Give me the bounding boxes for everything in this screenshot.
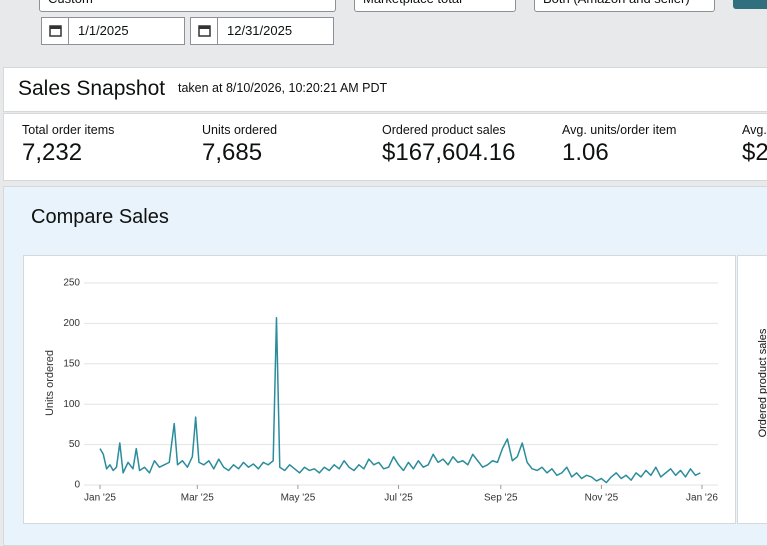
calendar-icon xyxy=(49,18,69,44)
y-tick-label: 150 xyxy=(63,358,80,369)
metric-value: 7,685 xyxy=(202,139,263,166)
metric-label: Avg. xyxy=(742,123,767,137)
y-tick-label: 0 xyxy=(74,480,80,491)
snapshot-header xyxy=(3,67,767,112)
start-date-input[interactable]: 1/1/2025 xyxy=(41,17,185,45)
apply-button[interactable] xyxy=(733,0,767,9)
metric-value: 1.06 xyxy=(562,139,609,166)
calendar-icon xyxy=(198,18,218,44)
metric-label: Ordered product sales xyxy=(382,123,506,137)
metric-value: $2 xyxy=(742,139,767,166)
y-axis-label: Units ordered xyxy=(44,350,56,416)
snapshot-time: taken at 8/10/2026, 10:20:21 AM PDT xyxy=(178,81,388,95)
date-range-dropdown[interactable]: Custom xyxy=(39,0,336,12)
x-tick-label: Jan '26 xyxy=(686,493,718,504)
metric-label: Total order items xyxy=(22,123,115,137)
fulfillment-dropdown[interactable]: Both (Amazon and seller) xyxy=(534,0,715,12)
chart-card xyxy=(23,255,736,524)
metric-value: $167,604.16 xyxy=(382,139,516,166)
metrics-panel xyxy=(3,113,767,181)
metric-value: 7,232 xyxy=(22,139,83,166)
metric-label: Units ordered xyxy=(202,123,278,137)
x-tick-label: May '25 xyxy=(281,493,316,504)
start-date: 1/1/2025 xyxy=(78,23,129,38)
y-tick-label: 250 xyxy=(63,278,80,289)
chart-card xyxy=(737,255,767,524)
x-tick-label: Jul '25 xyxy=(384,493,413,504)
end-date: 12/31/2025 xyxy=(227,23,293,38)
x-tick-label: Sep '25 xyxy=(484,493,518,504)
line-chart: Units ordered 0 50 100 150 200 250 Jan '25 Mar … xyxy=(44,278,718,504)
y-tick-label: 200 xyxy=(63,318,80,329)
y-tick-label: 50 xyxy=(69,439,81,450)
marketplace-dropdown[interactable]: Marketplace total xyxy=(354,0,516,12)
data-line xyxy=(99,316,701,484)
x-tick-label: Jan '25 xyxy=(84,493,116,504)
y-tick-label: 100 xyxy=(63,399,80,410)
x-tick-label: Nov '25 xyxy=(585,493,619,504)
compare-title: Compare Sales xyxy=(31,206,169,228)
end-date-input[interactable]: 12/31/2025 xyxy=(190,17,334,45)
snapshot-title: Sales Snapshot xyxy=(18,77,166,100)
y-axis-label: Ordered product sales xyxy=(757,328,767,438)
x-tick-label: Mar '25 xyxy=(181,493,214,504)
metric-label: Avg. units/order item xyxy=(562,123,677,137)
